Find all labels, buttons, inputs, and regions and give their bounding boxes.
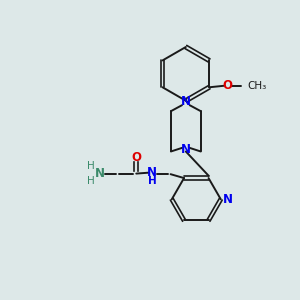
Text: H: H (148, 176, 157, 186)
Text: H: H (87, 176, 94, 186)
Text: N: N (181, 143, 191, 156)
Text: O: O (132, 151, 142, 164)
Text: N: N (181, 95, 191, 108)
Text: H: H (87, 161, 94, 171)
Text: CH₃: CH₃ (247, 81, 267, 91)
Text: N: N (223, 193, 233, 206)
Text: O: O (223, 79, 232, 92)
Text: N: N (94, 167, 104, 180)
Text: N: N (147, 166, 157, 179)
